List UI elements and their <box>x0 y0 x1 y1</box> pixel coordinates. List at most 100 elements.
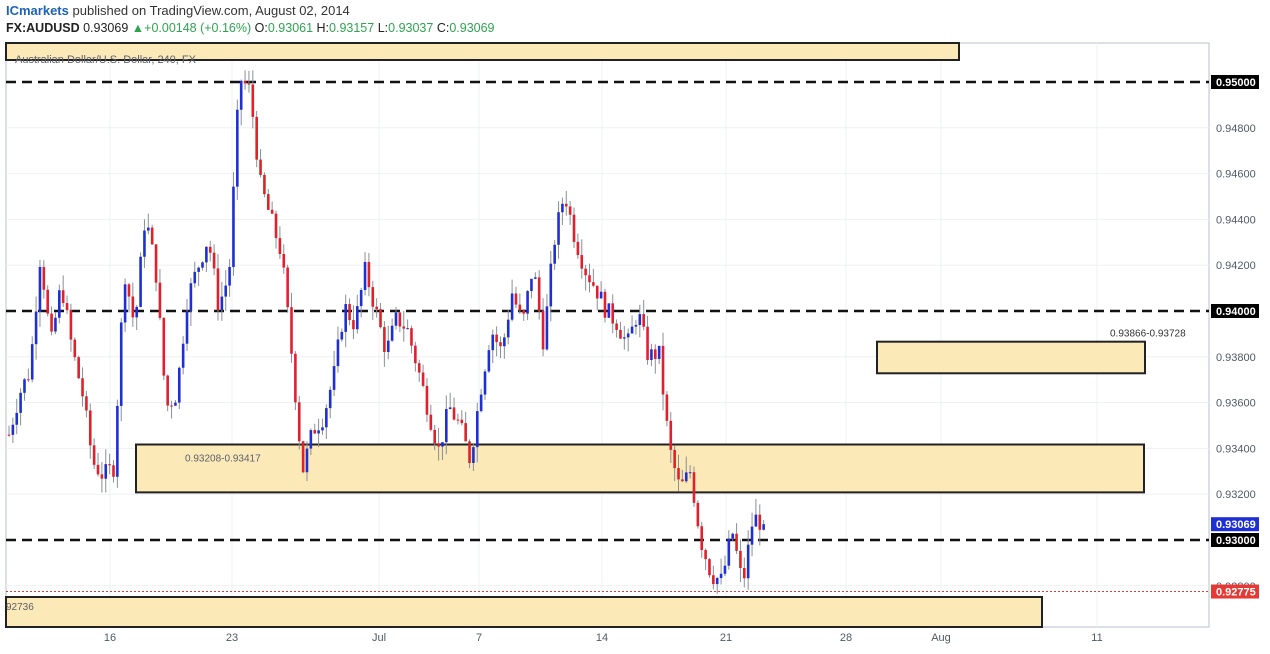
candle-body[interactable] <box>607 303 611 318</box>
candle-body[interactable] <box>123 284 127 323</box>
candle-body[interactable] <box>619 329 622 339</box>
candle-body[interactable] <box>564 203 568 207</box>
candle-body[interactable] <box>58 290 61 318</box>
candle-body[interactable] <box>584 268 587 276</box>
candle-body[interactable] <box>599 291 603 299</box>
candle-body[interactable] <box>290 307 293 354</box>
candle-body[interactable] <box>390 325 394 341</box>
candle-body[interactable] <box>650 349 653 360</box>
candle-body[interactable] <box>475 411 479 448</box>
candle-body[interactable] <box>177 367 181 403</box>
candle-body[interactable] <box>503 337 506 347</box>
candle-body[interactable] <box>247 83 251 85</box>
candle-body[interactable] <box>653 349 657 359</box>
candle-body[interactable] <box>383 327 386 352</box>
candle-body[interactable] <box>568 206 572 215</box>
candle-body[interactable] <box>553 244 556 264</box>
candle-body[interactable] <box>352 320 355 330</box>
candle-body[interactable] <box>580 255 584 269</box>
candle-body[interactable] <box>491 334 495 351</box>
candle-body[interactable] <box>100 474 104 479</box>
candle-body[interactable] <box>325 408 328 428</box>
candle-body[interactable] <box>537 277 541 311</box>
candle-body[interactable] <box>429 414 433 430</box>
candle-body[interactable] <box>588 275 591 283</box>
candle-body[interactable] <box>623 337 626 339</box>
candle-body[interactable] <box>448 407 452 410</box>
candle-body[interactable] <box>669 420 673 450</box>
candle-body[interactable] <box>386 340 390 352</box>
candle-body[interactable] <box>398 312 402 327</box>
candle-body[interactable] <box>460 419 464 424</box>
candle-body[interactable] <box>96 464 100 475</box>
candle-body[interactable] <box>317 430 320 434</box>
candle-body[interactable] <box>328 389 332 409</box>
candle-body[interactable] <box>626 333 630 338</box>
candle-body[interactable] <box>715 578 719 585</box>
candle-body[interactable] <box>356 306 359 330</box>
candle-body[interactable] <box>530 278 533 292</box>
candle-body[interactable] <box>712 575 715 585</box>
candle-body[interactable] <box>143 230 146 257</box>
candle-body[interactable] <box>630 326 634 334</box>
candle-body[interactable] <box>212 252 216 269</box>
candle-body[interactable] <box>549 263 553 307</box>
candle-body[interactable] <box>417 363 421 373</box>
candle-body[interactable] <box>657 345 661 359</box>
candle-body[interactable] <box>561 203 564 213</box>
candle-body[interactable] <box>727 538 731 566</box>
candle-body[interactable] <box>572 214 576 242</box>
candle-body[interactable] <box>499 342 502 347</box>
candle-body[interactable] <box>402 326 406 329</box>
candle-body[interactable] <box>85 396 88 411</box>
candle-body[interactable] <box>379 309 382 328</box>
candle-body[interactable] <box>88 410 92 446</box>
plot-area[interactable] <box>5 42 1210 628</box>
candle-body[interactable] <box>189 283 193 312</box>
candle-body[interactable] <box>15 412 19 425</box>
candle-body[interactable] <box>282 253 286 268</box>
candle-body[interactable] <box>30 344 34 380</box>
candle-body[interactable] <box>750 526 754 545</box>
candle-body[interactable] <box>274 213 278 239</box>
candle-body[interactable] <box>371 287 375 307</box>
candle-body[interactable] <box>332 366 336 390</box>
candle-body[interactable] <box>363 261 367 291</box>
candle-body[interactable] <box>754 514 758 527</box>
candle-body[interactable] <box>410 328 413 346</box>
candle-body[interactable] <box>704 550 707 560</box>
candle-body[interactable] <box>746 544 750 579</box>
candle-body[interactable] <box>201 262 204 268</box>
brand-name[interactable]: ICmarkets <box>6 3 69 18</box>
candle-body[interactable] <box>27 379 30 381</box>
candle-body[interactable] <box>116 405 119 477</box>
candle-body[interactable] <box>232 186 235 268</box>
candle-body[interactable] <box>468 441 471 463</box>
candle-body[interactable] <box>483 371 487 395</box>
candle-body[interactable] <box>46 289 49 314</box>
candle-body[interactable] <box>479 394 483 412</box>
candle-body[interactable] <box>305 448 309 473</box>
candle-body[interactable] <box>615 323 618 330</box>
candle-body[interactable] <box>92 445 96 465</box>
candle-body[interactable] <box>7 434 11 436</box>
candle-body[interactable] <box>673 449 676 469</box>
candle-body[interactable] <box>642 314 645 327</box>
candle-body[interactable] <box>433 429 436 444</box>
candle-body[interactable] <box>170 405 173 407</box>
candle-body[interactable] <box>611 303 615 324</box>
candle-body[interactable] <box>69 310 73 340</box>
candle-body[interactable] <box>255 116 258 160</box>
candle-body[interactable] <box>394 312 398 326</box>
candle-body[interactable] <box>762 524 765 530</box>
candle-body[interactable] <box>236 109 239 187</box>
candle-body[interactable] <box>150 227 154 245</box>
candle-body[interactable] <box>739 550 742 569</box>
candle-body[interactable] <box>592 282 595 286</box>
candle-body[interactable] <box>464 423 467 442</box>
candle-body[interactable] <box>665 394 669 421</box>
candle-body[interactable] <box>266 194 270 210</box>
candle-body[interactable] <box>104 464 108 479</box>
candle-body[interactable] <box>545 306 549 350</box>
candle-body[interactable] <box>348 304 351 321</box>
